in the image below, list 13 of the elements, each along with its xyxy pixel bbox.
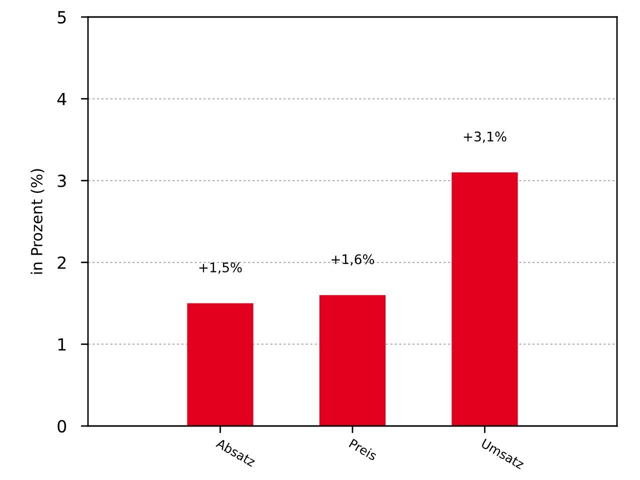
- bar: [187, 303, 254, 426]
- y-tick-label: 5: [58, 11, 66, 24]
- data-label: +3,1%: [464, 132, 506, 143]
- bar: [319, 295, 386, 426]
- data-label: +1,5%: [199, 262, 242, 274]
- y-tick-label: 4: [57, 92, 66, 106]
- y-tick-label: 1: [58, 338, 66, 351]
- y-axis-title: in Prozent (%): [30, 169, 44, 274]
- y-tick-label: 0: [58, 420, 66, 433]
- y-tick-label: 3: [58, 174, 66, 188]
- y-tick-label: 2: [58, 256, 66, 269]
- data-label: +1,6%: [332, 254, 374, 266]
- bar: [452, 172, 518, 426]
